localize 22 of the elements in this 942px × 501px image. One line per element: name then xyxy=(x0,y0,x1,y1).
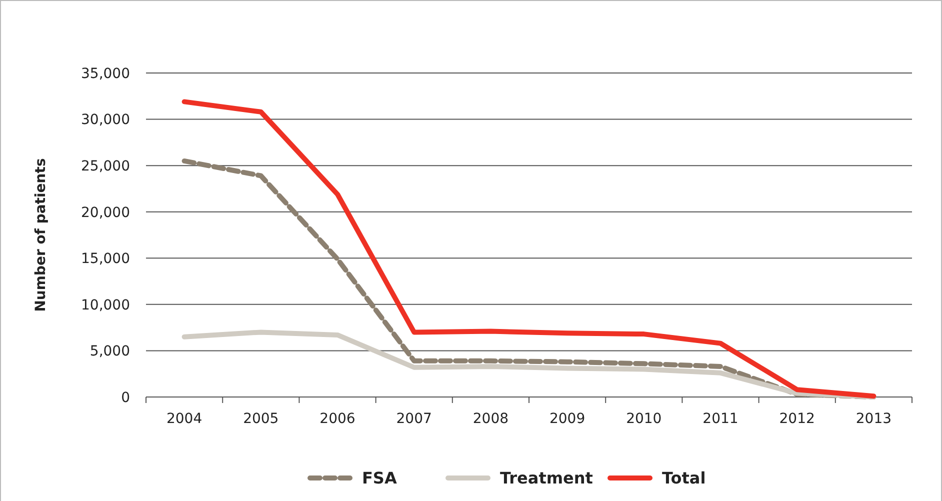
legend-label: Total xyxy=(662,468,706,488)
x-tick-label: 2008 xyxy=(472,411,509,427)
x-tick-label: 2010 xyxy=(626,411,662,427)
legend-label: Treatment xyxy=(500,468,594,488)
y-tick-label: 20,000 xyxy=(81,204,130,221)
x-tick-label: 2007 xyxy=(396,411,432,427)
y-tick-label: 0 xyxy=(121,390,130,406)
y-tick-label: 25,000 xyxy=(81,158,130,174)
legend-label: FSA xyxy=(362,468,398,488)
x-tick-label: 2009 xyxy=(549,411,586,427)
x-tick-label: 2013 xyxy=(856,411,892,427)
x-tick-label: 2012 xyxy=(779,411,815,427)
x-tick-label: 2005 xyxy=(243,411,279,427)
y-tick-label: 30,000 xyxy=(81,112,130,128)
x-tick-label: 2006 xyxy=(320,411,356,427)
y-tick-label: 5,000 xyxy=(90,344,130,360)
y-axis-title: Number of patients xyxy=(33,158,49,312)
y-tick-label: 35,000 xyxy=(81,66,130,82)
x-tick-label: 2004 xyxy=(166,411,202,427)
y-tick-label: 15,000 xyxy=(81,251,130,268)
y-tick-label: 10,000 xyxy=(81,297,130,314)
x-tick-label: 2011 xyxy=(702,411,738,427)
